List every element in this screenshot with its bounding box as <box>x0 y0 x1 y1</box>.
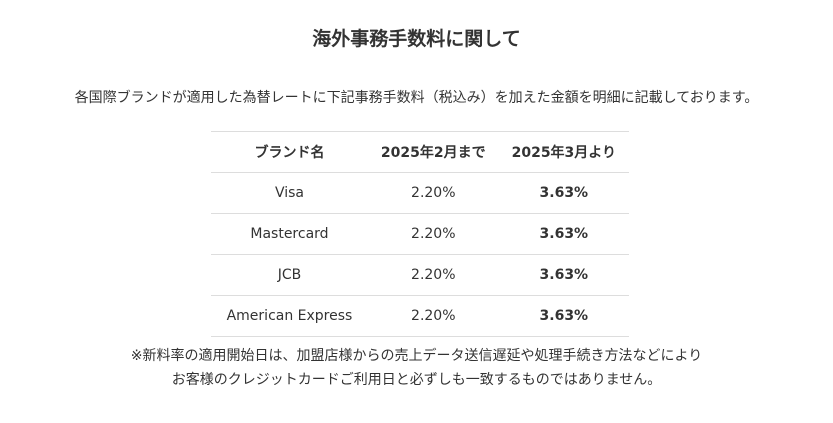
header-cell: 2025年2月まで <box>367 131 499 173</box>
note-line: お客様のクレジットカードご利用日と必ずしも一致するものではありません。 <box>171 372 662 388</box>
header-cell: ブランド名 <box>211 131 368 173</box>
fee-table: ブランド名 2025年2月まで 2025年3月より Visa 2.20% 3.63% Mas… <box>211 131 629 337</box>
header-row: ブランド名 2025年2月まで 2025年3月より <box>211 131 629 173</box>
row: Visa 2.20% 3.63% <box>211 172 629 214</box>
note-line: ※新料率の適用開始日は、加盟店様からの売上データ送信遅延や処理手続き方法などによ… <box>130 348 703 364</box>
cell: 3.63% <box>498 172 629 214</box>
cell: American Express <box>211 295 368 337</box>
cell: 2.20% <box>367 254 499 296</box>
title: 海外事務手数料に関して <box>312 28 521 50</box>
notes: ※新料率の適用開始日は、加盟店様からの売上データ送信遅延や処理手続き方法などによ… <box>0 344 833 392</box>
row: American Express 2.20% 3.63% <box>211 295 629 337</box>
intro: 各国際ブランドが適用した為替レートに下記事務手数料（税込み）を加えた金額を明細に… <box>74 90 759 106</box>
cell: 3.63% <box>498 213 629 255</box>
cell: JCB <box>211 254 368 296</box>
cell: 3.63% <box>498 295 629 337</box>
cell: 2.20% <box>367 213 499 255</box>
cell: 2.20% <box>367 172 499 214</box>
cell: Visa <box>211 172 368 214</box>
row: Mastercard 2.20% 3.63% <box>211 213 629 255</box>
cell: Mastercard <box>211 213 368 255</box>
cell: 2.20% <box>367 295 499 337</box>
row: JCB 2.20% 3.63% <box>211 254 629 296</box>
header-cell: 2025年3月より <box>498 131 629 173</box>
cell: 3.63% <box>498 254 629 296</box>
